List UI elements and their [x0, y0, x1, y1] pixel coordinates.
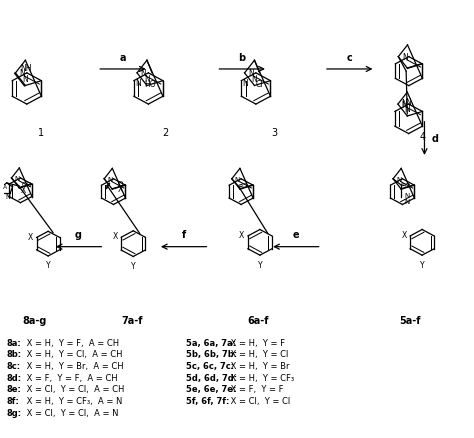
- Text: X = F,  Y = F,  A = CH: X = F, Y = F, A = CH: [24, 373, 118, 382]
- Text: e: e: [292, 230, 299, 240]
- Text: O: O: [405, 183, 410, 189]
- Text: f: f: [182, 230, 186, 240]
- Text: 6a-f: 6a-f: [248, 316, 269, 325]
- Text: 5a, 6a, 7a:: 5a, 6a, 7a:: [186, 338, 236, 347]
- Text: N: N: [396, 177, 401, 182]
- Text: N: N: [402, 53, 408, 62]
- Text: b: b: [238, 53, 246, 63]
- Text: N: N: [235, 177, 240, 182]
- Text: 7a-f: 7a-f: [121, 316, 143, 325]
- Text: O: O: [242, 182, 247, 188]
- Text: N: N: [14, 176, 19, 182]
- Text: 4: 4: [419, 132, 425, 142]
- Text: X = H,  Y = CF₃,  A = N: X = H, Y = CF₃, A = N: [24, 396, 122, 405]
- Text: 3: 3: [272, 127, 278, 138]
- Text: 5e, 6e, 7e:: 5e, 6e, 7e:: [186, 385, 237, 393]
- Text: Y: Y: [46, 261, 50, 270]
- Text: X = Cl,  Y = Cl,  A = CH: X = Cl, Y = Cl, A = CH: [24, 385, 124, 393]
- Text: Y: Y: [420, 260, 424, 269]
- Text: O: O: [118, 181, 123, 187]
- Text: N: N: [404, 193, 410, 199]
- Text: HO: HO: [145, 80, 156, 89]
- Text: 8a-g: 8a-g: [22, 316, 46, 325]
- Text: 5b, 6b, 7b:: 5b, 6b, 7b:: [186, 350, 237, 358]
- Text: 5d, 6d, 7d:: 5d, 6d, 7d:: [186, 373, 237, 382]
- Text: 5f, 6f, 7f:: 5f, 6f, 7f:: [186, 396, 229, 405]
- Text: 8a:: 8a:: [6, 338, 21, 347]
- Text: 5c, 6c, 7c:: 5c, 6c, 7c:: [186, 361, 234, 370]
- Text: g: g: [75, 230, 82, 240]
- Text: N: N: [19, 69, 25, 78]
- Text: X = Cl,  Y = Cl,  A = N: X = Cl, Y = Cl, A = N: [24, 408, 119, 417]
- Text: N: N: [401, 100, 407, 110]
- Text: N: N: [252, 74, 257, 84]
- Text: X: X: [21, 186, 27, 195]
- Text: d: d: [431, 134, 438, 144]
- Text: N: N: [405, 97, 411, 106]
- Text: NH: NH: [20, 64, 32, 73]
- Text: Y: Y: [131, 261, 136, 270]
- Text: N: N: [135, 79, 141, 88]
- Text: X = H,  Y = F,  A = CH: X = H, Y = F, A = CH: [24, 338, 119, 347]
- Text: N: N: [243, 79, 248, 88]
- Text: 1: 1: [38, 127, 44, 138]
- Text: N: N: [144, 74, 150, 84]
- Text: 8b:: 8b:: [6, 350, 21, 358]
- Text: 8g:: 8g:: [6, 408, 21, 417]
- Text: X = H,  Y = Cl,  A = CH: X = H, Y = Cl, A = CH: [24, 350, 122, 358]
- Text: N: N: [248, 69, 254, 78]
- Text: X = H,  Y = Br,  A = CH: X = H, Y = Br, A = CH: [24, 361, 123, 370]
- Text: c: c: [347, 53, 353, 63]
- Text: Cl: Cl: [256, 80, 263, 89]
- Text: 8e:: 8e:: [6, 385, 21, 393]
- Text: X: X: [112, 232, 118, 241]
- Text: N: N: [107, 177, 112, 182]
- Text: 5a-f: 5a-f: [400, 316, 421, 325]
- Text: N: N: [140, 69, 146, 78]
- Text: N: N: [401, 99, 407, 108]
- Text: N: N: [22, 74, 28, 84]
- Text: X: X: [401, 230, 407, 240]
- Text: 8f:: 8f:: [6, 396, 19, 405]
- Text: 8d:: 8d:: [6, 373, 21, 382]
- Text: 2: 2: [162, 127, 168, 138]
- Text: 8c:: 8c:: [6, 361, 20, 370]
- Text: N: N: [404, 198, 410, 204]
- Text: N: N: [404, 105, 410, 114]
- Text: X: X: [239, 230, 245, 240]
- Text: X: X: [118, 184, 123, 194]
- Text: X = Cl,  Y = Cl: X = Cl, Y = Cl: [228, 396, 291, 405]
- Text: X = H,  Y = CF₃: X = H, Y = CF₃: [228, 373, 294, 382]
- Text: A: A: [3, 184, 8, 189]
- Text: N: N: [5, 193, 10, 199]
- Text: X = F,  Y = F: X = F, Y = F: [228, 385, 283, 393]
- Text: X = H,  Y = Cl: X = H, Y = Cl: [228, 350, 289, 358]
- Text: X = H,  Y = Br: X = H, Y = Br: [228, 361, 290, 370]
- Text: X: X: [28, 232, 33, 241]
- Text: OH: OH: [21, 182, 31, 188]
- Text: X = H,  Y = F: X = H, Y = F: [228, 338, 285, 347]
- Text: Y: Y: [257, 260, 262, 269]
- Text: a: a: [120, 53, 126, 63]
